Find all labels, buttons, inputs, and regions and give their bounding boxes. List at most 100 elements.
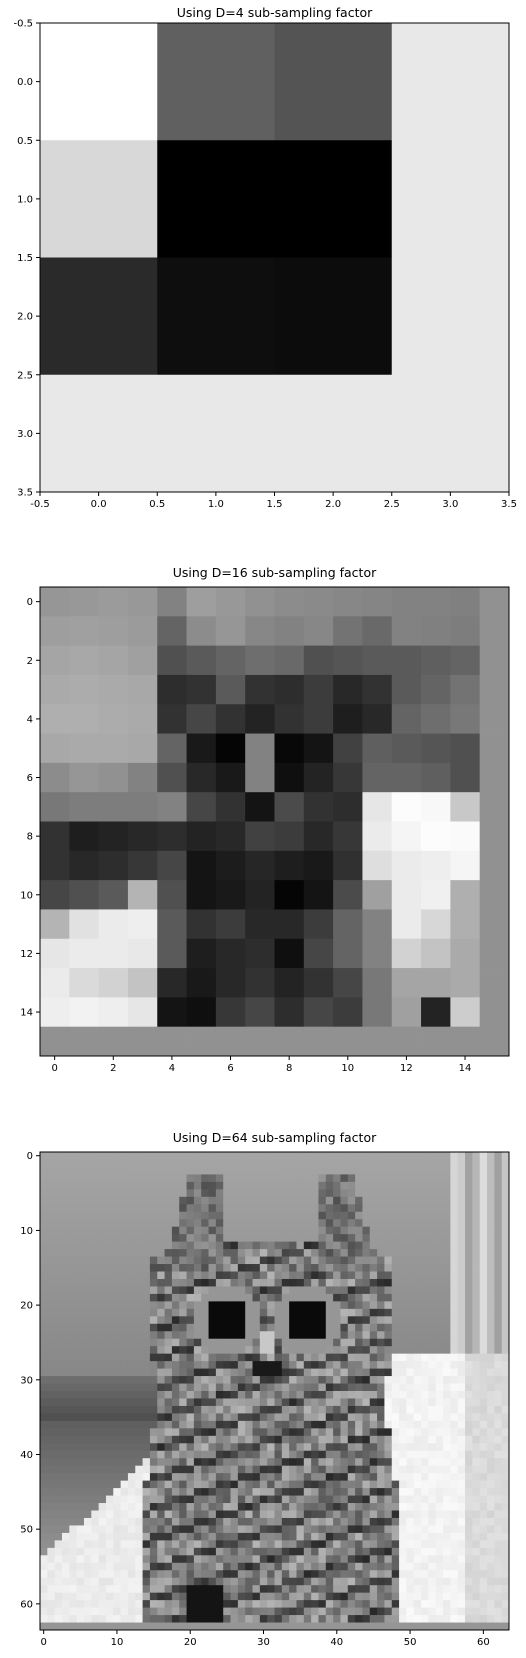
- image-pixel: [494, 1592, 503, 1601]
- image-pixel: [164, 1405, 173, 1414]
- image-pixel: [443, 1181, 451, 1190]
- image-pixel: [193, 1159, 202, 1168]
- image-pixel: [435, 1286, 444, 1295]
- image-pixel: [435, 1361, 444, 1369]
- image-pixel: [157, 1323, 165, 1332]
- image-pixel: [311, 1331, 319, 1340]
- image-pixel: [135, 1249, 143, 1257]
- image-pixel: [377, 1271, 385, 1280]
- image-pixel: [76, 1196, 85, 1205]
- image-pixel: [201, 1211, 209, 1220]
- heatmap-cell: [450, 733, 481, 764]
- image-pixel: [105, 1503, 114, 1511]
- image-pixel: [208, 1256, 217, 1265]
- image-pixel: [457, 1577, 466, 1586]
- image-pixel: [428, 1540, 437, 1549]
- image-pixel: [487, 1420, 495, 1429]
- image-pixel: [135, 1264, 143, 1272]
- image-pixel: [318, 1585, 327, 1594]
- image-pixel: [208, 1211, 217, 1220]
- image-pixel: [501, 1241, 510, 1250]
- image-pixel: [355, 1189, 363, 1198]
- image-pixel: [362, 1346, 371, 1355]
- image-pixel: [494, 1331, 503, 1340]
- image-pixel: [105, 1346, 114, 1355]
- image-pixel: [69, 1443, 78, 1452]
- image-pixel: [149, 1398, 158, 1407]
- image-pixel: [274, 1435, 283, 1444]
- image-pixel: [487, 1383, 495, 1392]
- image-pixel: [40, 1256, 48, 1265]
- image-pixel: [450, 1278, 459, 1287]
- image-pixel: [252, 1152, 261, 1160]
- image-pixel: [311, 1211, 319, 1220]
- image-pixel: [142, 1428, 151, 1437]
- image-pixel: [399, 1211, 407, 1220]
- image-pixel: [215, 1525, 224, 1534]
- image-pixel: [369, 1241, 378, 1250]
- image-pixel: [157, 1443, 165, 1452]
- image-pixel: [267, 1585, 275, 1594]
- image-pixel: [457, 1622, 466, 1631]
- image-pixel: [47, 1600, 56, 1608]
- heatmap-cell: [303, 909, 334, 940]
- image-pixel: [406, 1234, 415, 1243]
- image-pixel: [355, 1465, 363, 1474]
- image-pixel: [377, 1577, 385, 1586]
- image-pixel: [252, 1532, 261, 1541]
- image-pixel: [91, 1323, 100, 1332]
- image-pixel: [98, 1600, 107, 1608]
- heatmap-cell: [127, 850, 158, 881]
- image-pixel: [230, 1338, 239, 1347]
- image-pixel: [296, 1383, 305, 1392]
- image-pixel: [179, 1600, 187, 1608]
- image-pixel: [120, 1398, 129, 1407]
- image-pixel: [501, 1547, 510, 1556]
- image-pixel: [208, 1547, 217, 1556]
- image-pixel: [347, 1525, 356, 1534]
- image-pixel: [435, 1196, 444, 1205]
- image-pixel: [347, 1428, 356, 1437]
- image-pixel: [472, 1480, 481, 1489]
- heatmap-cell: [450, 645, 481, 676]
- image-pixel: [303, 1405, 312, 1414]
- image-pixel: [333, 1540, 341, 1549]
- image-pixel: [340, 1592, 349, 1601]
- image-pixel: [157, 1428, 165, 1437]
- heatmap-cell: [362, 997, 393, 1028]
- image-pixel: [325, 1256, 334, 1265]
- image-pixel: [428, 1346, 437, 1355]
- image-pixel: [252, 1488, 261, 1496]
- image-pixel: [105, 1226, 114, 1235]
- image-pixel: [135, 1196, 143, 1205]
- image-pixel: [267, 1570, 275, 1579]
- image-pixel: [113, 1488, 122, 1496]
- image-pixel: [193, 1391, 202, 1399]
- heatmap-cell: [421, 938, 451, 969]
- image-pixel: [245, 1488, 253, 1496]
- image-pixel: [311, 1503, 319, 1511]
- heatmap-cell: [40, 968, 70, 998]
- image-pixel: [61, 1398, 70, 1407]
- image-pixel: [296, 1166, 305, 1175]
- image-pixel: [259, 1376, 268, 1384]
- image-pixel: [230, 1473, 239, 1482]
- image-pixel: [318, 1278, 327, 1287]
- image-pixel: [281, 1264, 290, 1272]
- image-pixel: [384, 1308, 393, 1317]
- image-pixel: [179, 1338, 187, 1347]
- image-pixel: [479, 1234, 488, 1243]
- image-pixel: [252, 1361, 261, 1369]
- image-pixel: [135, 1204, 143, 1213]
- image-pixel: [501, 1420, 510, 1429]
- image-pixel: [501, 1615, 510, 1623]
- image-pixel: [311, 1338, 319, 1347]
- image-pixel: [347, 1308, 356, 1317]
- image-pixel: [69, 1181, 78, 1190]
- image-pixel: [76, 1152, 85, 1160]
- image-pixel: [472, 1570, 481, 1579]
- image-pixel: [465, 1398, 473, 1407]
- image-pixel: [215, 1480, 224, 1489]
- image-pixel: [472, 1331, 481, 1340]
- image-pixel: [435, 1152, 444, 1160]
